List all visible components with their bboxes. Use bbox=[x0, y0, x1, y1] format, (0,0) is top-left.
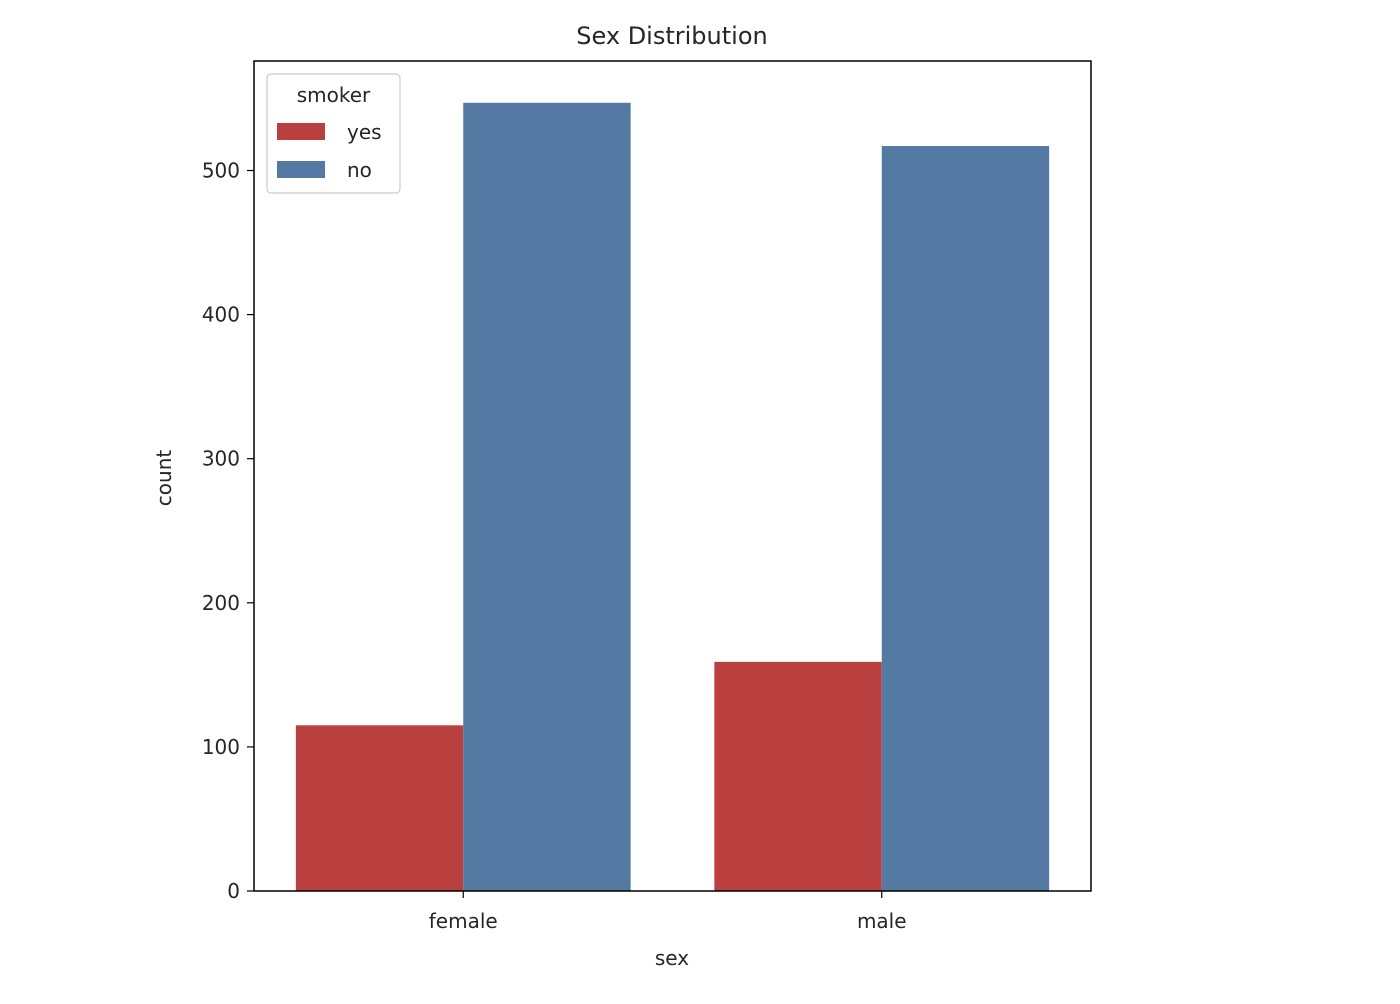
legend-swatch-yes bbox=[277, 123, 325, 140]
legend-title: smoker bbox=[297, 83, 371, 107]
y-tick-label: 300 bbox=[202, 447, 240, 471]
legend-label-yes: yes bbox=[347, 120, 382, 144]
y-tick-label: 200 bbox=[202, 591, 240, 615]
bar-female-no bbox=[463, 102, 631, 891]
x-tick-label-female: female bbox=[429, 909, 498, 933]
y-tick-label: 500 bbox=[202, 159, 240, 183]
y-tick-label: 100 bbox=[202, 735, 240, 759]
plot-frame bbox=[253, 60, 1092, 892]
axes-layer: 0 100 200 300 400 500 female male bbox=[202, 60, 1092, 933]
chart-title: Sex Distribution bbox=[576, 22, 767, 50]
legend: smoker yes no bbox=[266, 73, 401, 194]
y-axis-label: count bbox=[152, 450, 176, 507]
bar-male-no bbox=[881, 146, 1050, 892]
x-axis-label: sex bbox=[655, 946, 689, 970]
y-tick-label: 0 bbox=[227, 879, 240, 903]
bar-male-yes bbox=[714, 661, 882, 891]
y-tick-label: 400 bbox=[202, 303, 240, 327]
legend-label-no: no bbox=[347, 158, 372, 182]
bar-female-yes bbox=[295, 725, 464, 891]
bars-layer bbox=[295, 102, 1050, 892]
x-tick-label-male: male bbox=[857, 909, 907, 933]
legend-swatch-no bbox=[277, 161, 325, 178]
